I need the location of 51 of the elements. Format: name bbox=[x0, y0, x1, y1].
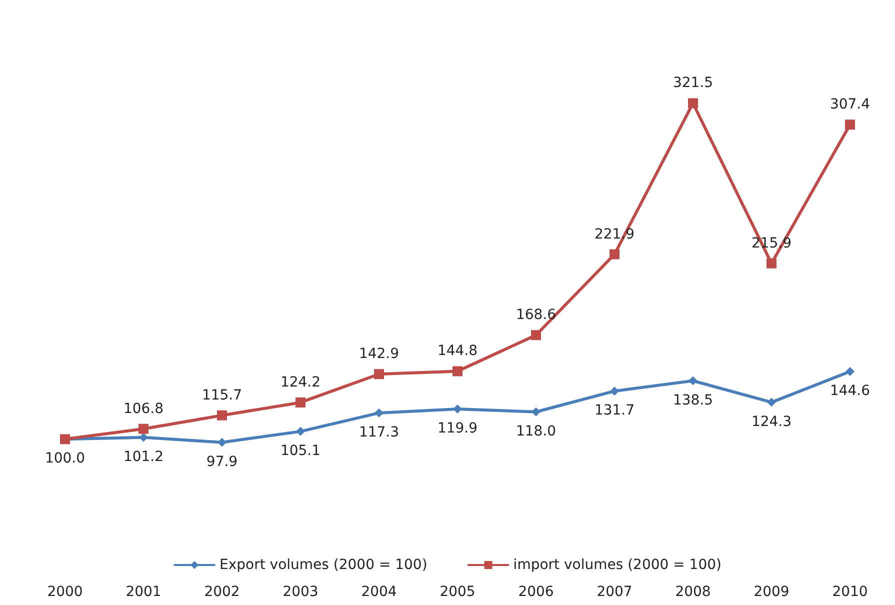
data-label: 144.8 bbox=[437, 343, 478, 360]
data-label: 142.9 bbox=[358, 346, 400, 362]
legend-label: Export volumes (2000 = 100) bbox=[220, 557, 428, 573]
point bbox=[846, 367, 854, 376]
point bbox=[610, 249, 620, 260]
data-label: 168.6 bbox=[516, 307, 556, 324]
data-label: 131.7 bbox=[594, 402, 635, 419]
data-label: 106.8 bbox=[123, 400, 164, 417]
x-tick-label: 2007 bbox=[596, 584, 632, 600]
x-tick-label: 2009 bbox=[754, 584, 790, 600]
data-label: 117.3 bbox=[358, 424, 400, 440]
point bbox=[766, 258, 776, 268]
x-tick-label: 2010 bbox=[832, 584, 868, 600]
point bbox=[531, 330, 541, 340]
data-label: 115.7 bbox=[202, 387, 242, 404]
point bbox=[688, 98, 698, 108]
x-tick-label: 2001 bbox=[126, 584, 162, 600]
point bbox=[453, 404, 462, 414]
point bbox=[218, 438, 226, 447]
data-label: 118.0 bbox=[516, 423, 556, 440]
x-tick-label: 2004 bbox=[361, 584, 397, 600]
x-tick-label: 2005 bbox=[440, 584, 476, 600]
point bbox=[374, 369, 384, 380]
data-label: 321.5 bbox=[672, 75, 714, 92]
data-label: 124.2 bbox=[280, 374, 321, 390]
point bbox=[610, 386, 619, 396]
point bbox=[845, 120, 855, 130]
point bbox=[688, 376, 698, 386]
point bbox=[452, 366, 462, 376]
point bbox=[217, 410, 227, 420]
point bbox=[767, 398, 776, 407]
data-label: 138.5 bbox=[672, 392, 714, 408]
point bbox=[296, 426, 305, 436]
point bbox=[374, 408, 384, 418]
data-label: 124.3 bbox=[751, 414, 792, 430]
point bbox=[532, 407, 540, 416]
data-label: 97.9 bbox=[206, 454, 238, 470]
x-tick-label: 2000 bbox=[47, 584, 83, 600]
legend-label: import volumes (2000 = 100) bbox=[513, 557, 722, 573]
data-label: 105.1 bbox=[280, 442, 321, 459]
data-label: 144.6 bbox=[830, 383, 870, 400]
x-tick-label: 2002 bbox=[204, 584, 240, 600]
data-label: 307.4 bbox=[830, 96, 870, 113]
point bbox=[138, 424, 148, 434]
x-tick-label: 2006 bbox=[518, 584, 554, 600]
x-tick-label: 2003 bbox=[282, 584, 318, 600]
x-tick-label: 2008 bbox=[675, 584, 711, 600]
data-label: 119.9 bbox=[437, 420, 478, 436]
point bbox=[296, 397, 306, 408]
data-label: 100.0 bbox=[44, 450, 86, 467]
data-label: 101.2 bbox=[123, 448, 164, 465]
